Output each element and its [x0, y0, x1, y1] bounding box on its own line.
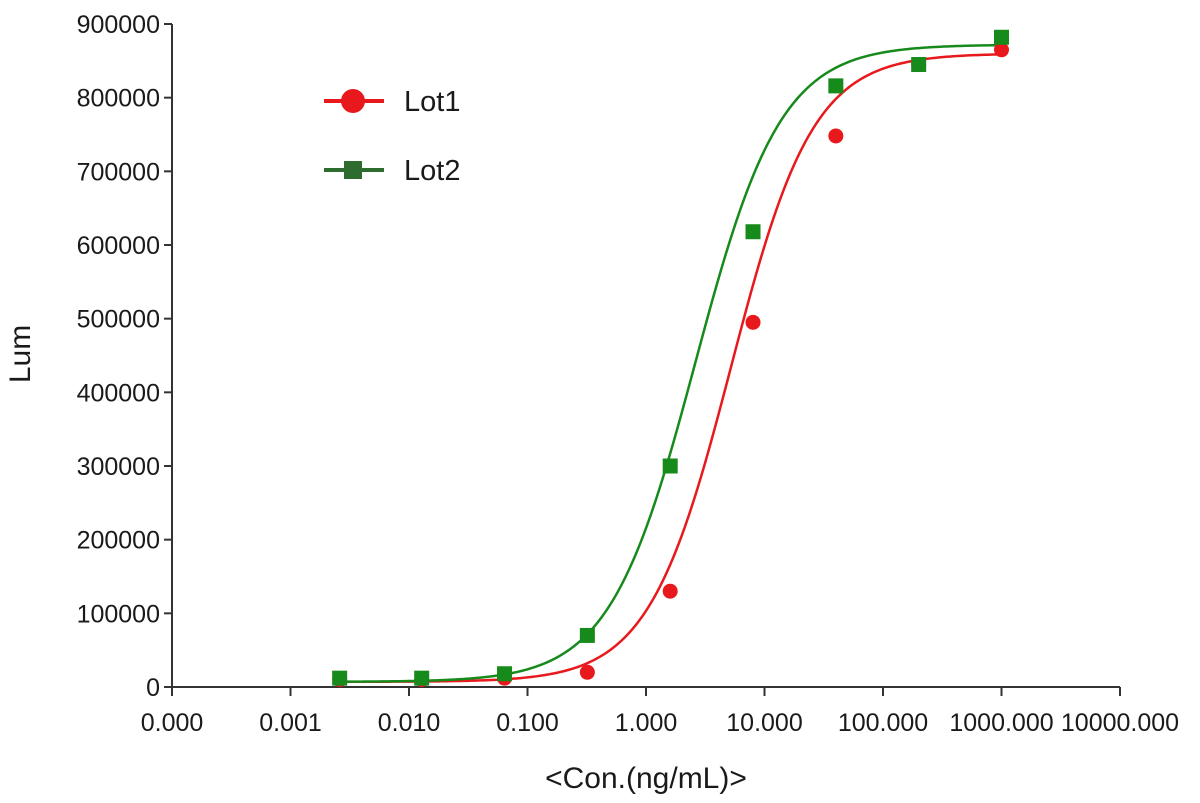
x-tick-label: 10.000	[726, 709, 802, 737]
data-point-lot1	[662, 583, 678, 599]
x-axis-title: <Con.(ng/mL)>	[545, 762, 747, 795]
fit-curves	[339, 43, 1002, 684]
y-tick-label: 300000	[77, 453, 160, 481]
y-tick-label: 500000	[77, 306, 160, 334]
x-tick-label: 0.000	[141, 709, 204, 737]
y-tick-label: 200000	[77, 527, 160, 555]
y-tick-label: 100000	[77, 600, 160, 628]
data-point-lot2	[332, 670, 348, 686]
x-tick-label: 0.100	[496, 709, 559, 737]
data-points	[332, 29, 1009, 688]
axes: 0 100000 200000 300000 400000 500000 600000 700…	[77, 11, 1180, 737]
y-tick-label: 800000	[77, 85, 160, 113]
x-tick-label: 1.000	[615, 709, 678, 737]
x-tick-label: 0.010	[378, 709, 441, 737]
x-tick-label: 1000.000	[949, 709, 1053, 737]
x-tick-label: 0.001	[259, 709, 322, 737]
data-point-lot2	[414, 670, 430, 686]
data-point-lot2	[497, 666, 513, 682]
data-point-lot1	[994, 42, 1009, 58]
legend: Lot1 Lot2	[324, 86, 460, 187]
data-point-lot2	[911, 57, 927, 73]
data-point-lot1	[745, 314, 761, 330]
data-point-lot2	[579, 627, 595, 643]
y-tick-label: 0	[146, 674, 160, 702]
data-point-lot1	[828, 128, 844, 144]
data-point-lot2	[994, 29, 1009, 45]
y-tick-label: 600000	[77, 232, 160, 260]
legend-label-lot2: Lot2	[404, 155, 460, 187]
x-tick-label: 100.000	[838, 709, 928, 737]
data-point-lot2	[662, 458, 678, 474]
y-tick-label: 700000	[77, 158, 160, 186]
legend-marker-lot2	[344, 161, 362, 179]
data-point-lot2	[828, 78, 844, 94]
y-tick-label: 900000	[77, 11, 160, 39]
y-tick-label: 400000	[77, 379, 160, 407]
data-point-lot2	[745, 224, 761, 240]
fit-curve-lot1	[339, 53, 1002, 684]
x-tick-label: 10000.000	[1061, 709, 1179, 737]
legend-marker-lot1	[341, 89, 365, 113]
fit-curve-lot2	[339, 43, 1002, 683]
legend-label-lot1: Lot1	[404, 86, 460, 118]
y-axis-title: Lum	[4, 325, 37, 383]
data-point-lot1	[579, 664, 595, 680]
